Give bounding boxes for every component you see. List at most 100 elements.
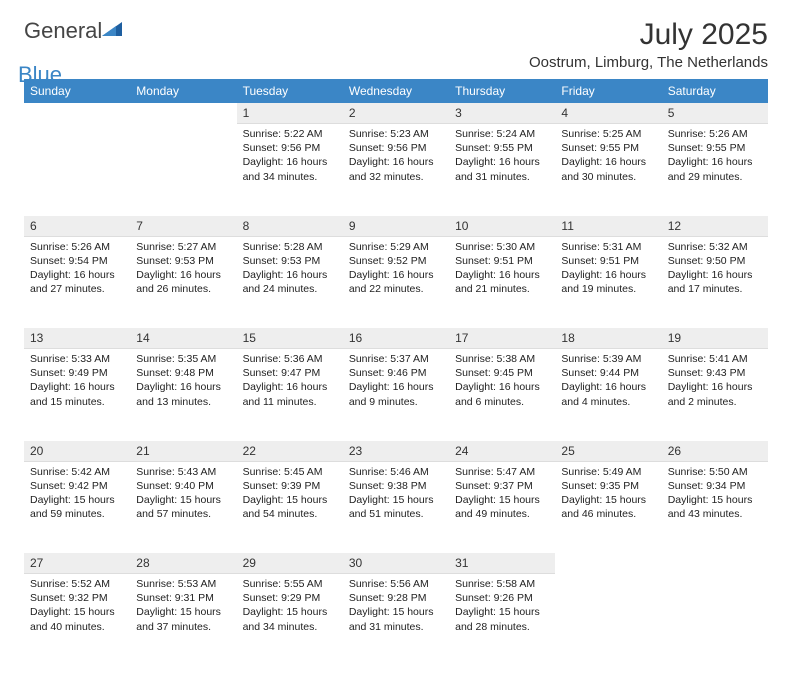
day-number-cell: 24: [449, 441, 555, 462]
day-cell: Sunrise: 5:24 AMSunset: 9:55 PMDaylight:…: [449, 124, 555, 210]
daylight-line-1: Daylight: 15 hours: [30, 605, 124, 619]
day-cell: Sunrise: 5:22 AMSunset: 9:56 PMDaylight:…: [237, 124, 343, 210]
col-thursday: Thursday: [449, 79, 555, 103]
sunset-line: Sunset: 9:51 PM: [561, 254, 655, 268]
day-cell: Sunrise: 5:29 AMSunset: 9:52 PMDaylight:…: [343, 236, 449, 322]
logo-triangle-icon: [102, 20, 124, 43]
day-number-cell: 31: [449, 553, 555, 574]
daylight-line-1: Daylight: 16 hours: [561, 155, 655, 169]
daylight-line-1: Daylight: 16 hours: [136, 268, 230, 282]
daylight-line-2: and 43 minutes.: [668, 507, 762, 521]
sunrise-line: Sunrise: 5:56 AM: [349, 577, 443, 591]
sunrise-line: Sunrise: 5:45 AM: [243, 465, 337, 479]
daynum-row: 2728293031: [24, 553, 768, 574]
logo-text-general: General: [24, 18, 102, 43]
sunset-line: Sunset: 9:48 PM: [136, 366, 230, 380]
daylight-line-1: Daylight: 16 hours: [668, 380, 762, 394]
sunrise-line: Sunrise: 5:38 AM: [455, 352, 549, 366]
daylight-line-2: and 26 minutes.: [136, 282, 230, 296]
sunset-line: Sunset: 9:51 PM: [455, 254, 549, 268]
day-cell: Sunrise: 5:26 AMSunset: 9:55 PMDaylight:…: [662, 124, 768, 210]
daylight-line-2: and 54 minutes.: [243, 507, 337, 521]
sunrise-line: Sunrise: 5:32 AM: [668, 240, 762, 254]
day-cell: Sunrise: 5:36 AMSunset: 9:47 PMDaylight:…: [237, 349, 343, 435]
day-number-cell: 22: [237, 441, 343, 462]
daylight-line-1: Daylight: 16 hours: [455, 268, 549, 282]
sunset-line: Sunset: 9:37 PM: [455, 479, 549, 493]
daylight-line-2: and 17 minutes.: [668, 282, 762, 296]
day-number-cell: 28: [130, 553, 236, 574]
day-number-cell: 3: [449, 103, 555, 124]
sunset-line: Sunset: 9:32 PM: [30, 591, 124, 605]
sunrise-line: Sunrise: 5:25 AM: [561, 127, 655, 141]
daynum-row: 6789101112: [24, 216, 768, 237]
sunset-line: Sunset: 9:44 PM: [561, 366, 655, 380]
sunrise-line: Sunrise: 5:27 AM: [136, 240, 230, 254]
daylight-line-2: and 57 minutes.: [136, 507, 230, 521]
page-title: July 2025: [529, 18, 768, 52]
sunrise-line: Sunrise: 5:35 AM: [136, 352, 230, 366]
day-cell: Sunrise: 5:27 AMSunset: 9:53 PMDaylight:…: [130, 236, 236, 322]
daylight-line-1: Daylight: 15 hours: [668, 493, 762, 507]
sunset-line: Sunset: 9:38 PM: [349, 479, 443, 493]
sunrise-line: Sunrise: 5:58 AM: [455, 577, 549, 591]
sunrise-line: Sunrise: 5:30 AM: [455, 240, 549, 254]
day-cell: Sunrise: 5:33 AMSunset: 9:49 PMDaylight:…: [24, 349, 130, 435]
day-number-cell: 15: [237, 328, 343, 349]
day-cell: Sunrise: 5:55 AMSunset: 9:29 PMDaylight:…: [237, 574, 343, 660]
day-number-cell: 1: [237, 103, 343, 124]
title-block: July 2025 Oostrum, Limburg, The Netherla…: [529, 18, 768, 71]
sunset-line: Sunset: 9:54 PM: [30, 254, 124, 268]
sunset-line: Sunset: 9:53 PM: [243, 254, 337, 268]
location-text: Oostrum, Limburg, The Netherlands: [529, 54, 768, 71]
day-number-cell: 4: [555, 103, 661, 124]
sunset-line: Sunset: 9:34 PM: [668, 479, 762, 493]
sunrise-line: Sunrise: 5:37 AM: [349, 352, 443, 366]
daylight-line-1: Daylight: 16 hours: [349, 380, 443, 394]
daylight-line-2: and 9 minutes.: [349, 395, 443, 409]
sunrise-line: Sunrise: 5:46 AM: [349, 465, 443, 479]
sunrise-line: Sunrise: 5:50 AM: [668, 465, 762, 479]
sunset-line: Sunset: 9:31 PM: [136, 591, 230, 605]
sunrise-line: Sunrise: 5:33 AM: [30, 352, 124, 366]
daylight-line-1: Daylight: 16 hours: [136, 380, 230, 394]
day-number-cell: 21: [130, 441, 236, 462]
day-cell: Sunrise: 5:49 AMSunset: 9:35 PMDaylight:…: [555, 461, 661, 547]
daylight-line-2: and 31 minutes.: [349, 620, 443, 634]
daylight-line-1: Daylight: 15 hours: [349, 493, 443, 507]
daylight-line-1: Daylight: 15 hours: [243, 493, 337, 507]
daylight-line-2: and 32 minutes.: [349, 170, 443, 184]
day-cell: Sunrise: 5:47 AMSunset: 9:37 PMDaylight:…: [449, 461, 555, 547]
sunset-line: Sunset: 9:42 PM: [30, 479, 124, 493]
day-number-cell: 23: [343, 441, 449, 462]
day-cell: Sunrise: 5:28 AMSunset: 9:53 PMDaylight:…: [237, 236, 343, 322]
col-wednesday: Wednesday: [343, 79, 449, 103]
day-number-cell: 12: [662, 216, 768, 237]
daynum-row: 13141516171819: [24, 328, 768, 349]
sunrise-line: Sunrise: 5:26 AM: [30, 240, 124, 254]
day-number-cell: [130, 103, 236, 124]
sunrise-line: Sunrise: 5:55 AM: [243, 577, 337, 591]
sunset-line: Sunset: 9:56 PM: [349, 141, 443, 155]
sunset-line: Sunset: 9:39 PM: [243, 479, 337, 493]
day-cell: Sunrise: 5:41 AMSunset: 9:43 PMDaylight:…: [662, 349, 768, 435]
day-number-cell: 2: [343, 103, 449, 124]
sunset-line: Sunset: 9:47 PM: [243, 366, 337, 380]
col-tuesday: Tuesday: [237, 79, 343, 103]
daylight-line-2: and 28 minutes.: [455, 620, 549, 634]
daylight-line-1: Daylight: 15 hours: [455, 493, 549, 507]
day-cell: Sunrise: 5:25 AMSunset: 9:55 PMDaylight:…: [555, 124, 661, 210]
sunrise-line: Sunrise: 5:31 AM: [561, 240, 655, 254]
day-number-cell: 8: [237, 216, 343, 237]
day-cell: Sunrise: 5:43 AMSunset: 9:40 PMDaylight:…: [130, 461, 236, 547]
daylight-line-1: Daylight: 16 hours: [349, 268, 443, 282]
day-cell: Sunrise: 5:23 AMSunset: 9:56 PMDaylight:…: [343, 124, 449, 210]
day-number-cell: 30: [343, 553, 449, 574]
sunset-line: Sunset: 9:52 PM: [349, 254, 443, 268]
sunrise-line: Sunrise: 5:23 AM: [349, 127, 443, 141]
daylight-line-2: and 37 minutes.: [136, 620, 230, 634]
day-cell: Sunrise: 5:35 AMSunset: 9:48 PMDaylight:…: [130, 349, 236, 435]
daylight-line-1: Daylight: 15 hours: [30, 493, 124, 507]
daylight-line-2: and 29 minutes.: [668, 170, 762, 184]
daylight-line-1: Daylight: 15 hours: [243, 605, 337, 619]
